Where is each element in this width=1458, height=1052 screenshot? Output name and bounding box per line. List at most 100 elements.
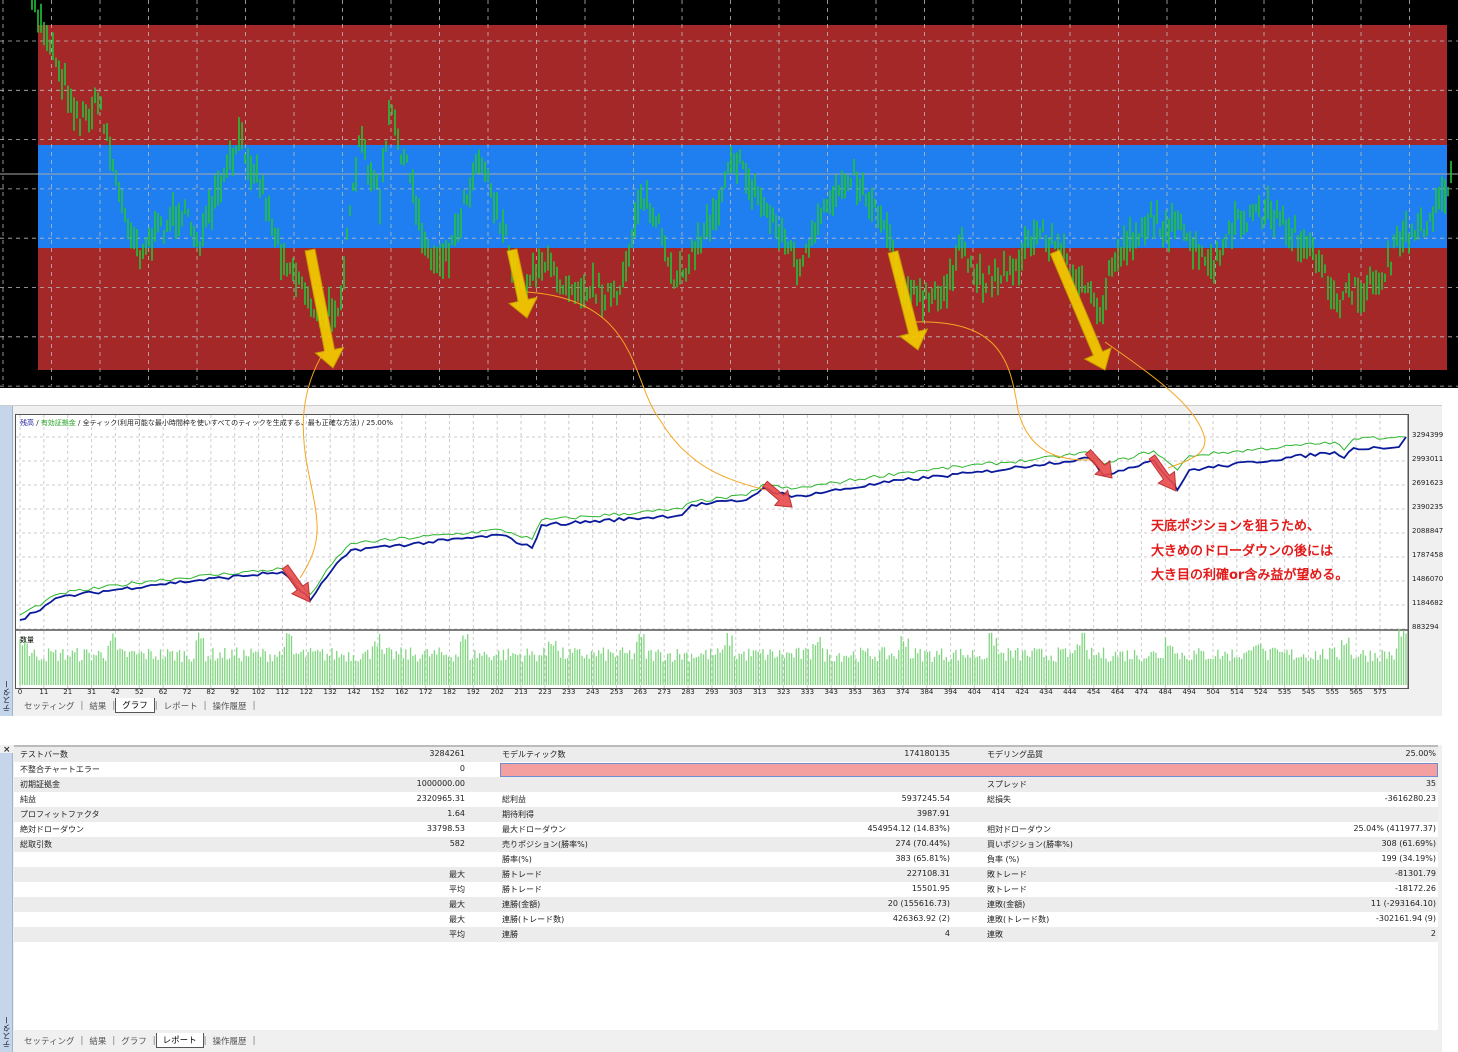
tab-separator: | [252, 700, 256, 711]
x-tick-label: 283 [681, 688, 695, 696]
x-tick-label: 52 [134, 688, 144, 696]
report-value: 35 [1425, 779, 1436, 788]
report-label: 純益 [20, 795, 36, 804]
x-tick-label: 72 [182, 688, 192, 696]
report-label: 連敗(トレード数) [987, 915, 1050, 924]
tab-graph[interactable]: グラフ [121, 1036, 147, 1047]
tab-report[interactable]: レポート [155, 1033, 204, 1048]
report-label: 売りポジション(勝率%) [502, 840, 588, 849]
x-tick-label: 394 [943, 688, 958, 696]
report-label: 連敗(金額) [987, 900, 1026, 909]
report-value: 20 (155616.73) [887, 899, 950, 908]
report-label: 初期証拠金 [20, 780, 60, 789]
report-label: モデルティック数 [502, 750, 566, 759]
report-value: 3987.91 [916, 809, 950, 818]
tab-separator: | [80, 700, 84, 711]
report-value: 4 [944, 929, 950, 938]
y-tick-label: 2390235 [1412, 503, 1444, 511]
report-value: 199 (34.19%) [1381, 854, 1436, 863]
report-value: 274 (70.44%) [895, 839, 950, 848]
x-tick-label: 102 [251, 688, 266, 696]
report-label: プロフィットファクタ [20, 810, 100, 819]
y-tick-label: 2088847 [1412, 527, 1444, 535]
report-value: -81301.79 [1394, 869, 1436, 878]
legend-sep: / [75, 419, 83, 427]
report-value: 15501.95 [911, 884, 950, 893]
tab-results[interactable]: 結果 [89, 1036, 107, 1047]
x-tick-label: 494 [1182, 688, 1196, 696]
x-tick-label: 384 [919, 688, 934, 696]
x-tick-label: 92 [230, 688, 240, 696]
legend-sep: / [359, 419, 367, 427]
x-tick-label: 313 [752, 688, 767, 696]
graph-tab-bar: セッティング | 結果 | グラフ | レポート | 操作履歴 | [18, 698, 255, 713]
x-tick-label: 253 [609, 688, 624, 696]
y-tick-label: 1184682 [1412, 599, 1444, 607]
tab-separator: | [154, 700, 158, 711]
report-value: -302161.94 (9) [1375, 914, 1436, 923]
report-value: 最大 [449, 900, 465, 909]
x-tick-label: 213 [514, 688, 528, 696]
x-tick-label: 424 [1015, 688, 1029, 696]
report-value: 最大 [449, 870, 465, 879]
x-tick-label: 11 [39, 688, 49, 696]
x-tick-label: 504 [1206, 688, 1220, 696]
x-tick-label: 31 [87, 688, 97, 696]
x-tick-label: 132 [323, 688, 337, 696]
report-row: 総取引数 582 売りポジション(勝率%) 274 (70.44%) 買いポジション(勝… [14, 837, 1438, 852]
tab-settings[interactable]: セッティング [24, 701, 75, 712]
report-value: 1.64 [447, 809, 465, 818]
report-value: 平均 [449, 930, 465, 939]
x-tick-label: 363 [872, 688, 886, 696]
x-tick-label: 414 [991, 688, 1005, 696]
report-value: 3284261 [429, 749, 465, 758]
legend-quality: 25.00% [366, 419, 393, 427]
tab-results[interactable]: 結果 [89, 701, 107, 712]
x-tick-label: 182 [442, 688, 457, 696]
close-icon[interactable]: × [3, 745, 11, 755]
tab-settings[interactable]: セッティング [24, 1036, 75, 1047]
error-indicator-bar [500, 763, 1438, 777]
report-value: 2 [1430, 929, 1436, 938]
report-empty-area [14, 942, 1438, 1030]
x-tick-label: 0 [17, 688, 23, 696]
report-value: 383 (65.81%) [895, 854, 950, 863]
tester-side-strip: テスター [0, 406, 13, 716]
x-tick-label: 202 [490, 688, 504, 696]
tab-separator: | [112, 1035, 116, 1046]
tester-report-panel: テスター × テストバー数 3284261 モデルティック数 174180135 モデリ… [0, 745, 1442, 1052]
tab-history[interactable]: 操作履歴 [212, 1036, 247, 1047]
report-label: 勝トレード [502, 870, 542, 879]
tester-side-label: テスター [2, 680, 11, 712]
report-label: 連勝(金額) [502, 900, 541, 909]
x-tick-label: 535 [1277, 688, 1292, 696]
report-label: 相対ドローダウン [987, 825, 1051, 834]
report-row: プロフィットファクタ 1.64 期待利得 3987.91 [14, 807, 1438, 822]
x-tick-label: 555 [1325, 688, 1339, 696]
y-tick-label: 1787458 [1412, 551, 1444, 559]
report-row: 最大 勝トレード 227108.31 敗トレード -81301.79 [14, 867, 1438, 882]
x-tick-label: 303 [729, 688, 743, 696]
report-label: モデリング品質 [987, 750, 1043, 759]
report-label: 敗トレード [987, 885, 1027, 894]
tab-separator: | [203, 700, 207, 711]
x-tick-label: 333 [800, 688, 815, 696]
tab-separator: | [112, 700, 116, 711]
annotation-line: 大き目の利確or含み益が望める。 [1151, 568, 1349, 583]
x-tick-label: 484 [1158, 688, 1172, 696]
x-tick-label: 545 [1301, 688, 1316, 696]
report-label: 勝率(%) [502, 855, 532, 864]
report-label: スプレッド [987, 780, 1027, 789]
tab-graph[interactable]: グラフ [115, 698, 155, 713]
annotation-note: 天底ポジションを狙うため、 大きめのドローダウンの後には 大き目の利確or含み益… [1151, 515, 1348, 589]
report-value: 5937245.54 [901, 794, 950, 803]
x-tick-label: 62 [158, 688, 168, 696]
tab-report[interactable]: レポート [163, 701, 198, 712]
report-value: 582 [449, 839, 465, 848]
report-row: 純益 2320965.31 総利益 5937245.54 総損失 -3616280.23 [14, 792, 1438, 807]
tab-history[interactable]: 操作履歴 [212, 701, 247, 712]
y-tick-label: 883294 [1412, 623, 1439, 631]
report-value: 33798.53 [426, 824, 465, 833]
x-tick-label: 192 [466, 688, 481, 696]
x-tick-label: 122 [299, 688, 313, 696]
